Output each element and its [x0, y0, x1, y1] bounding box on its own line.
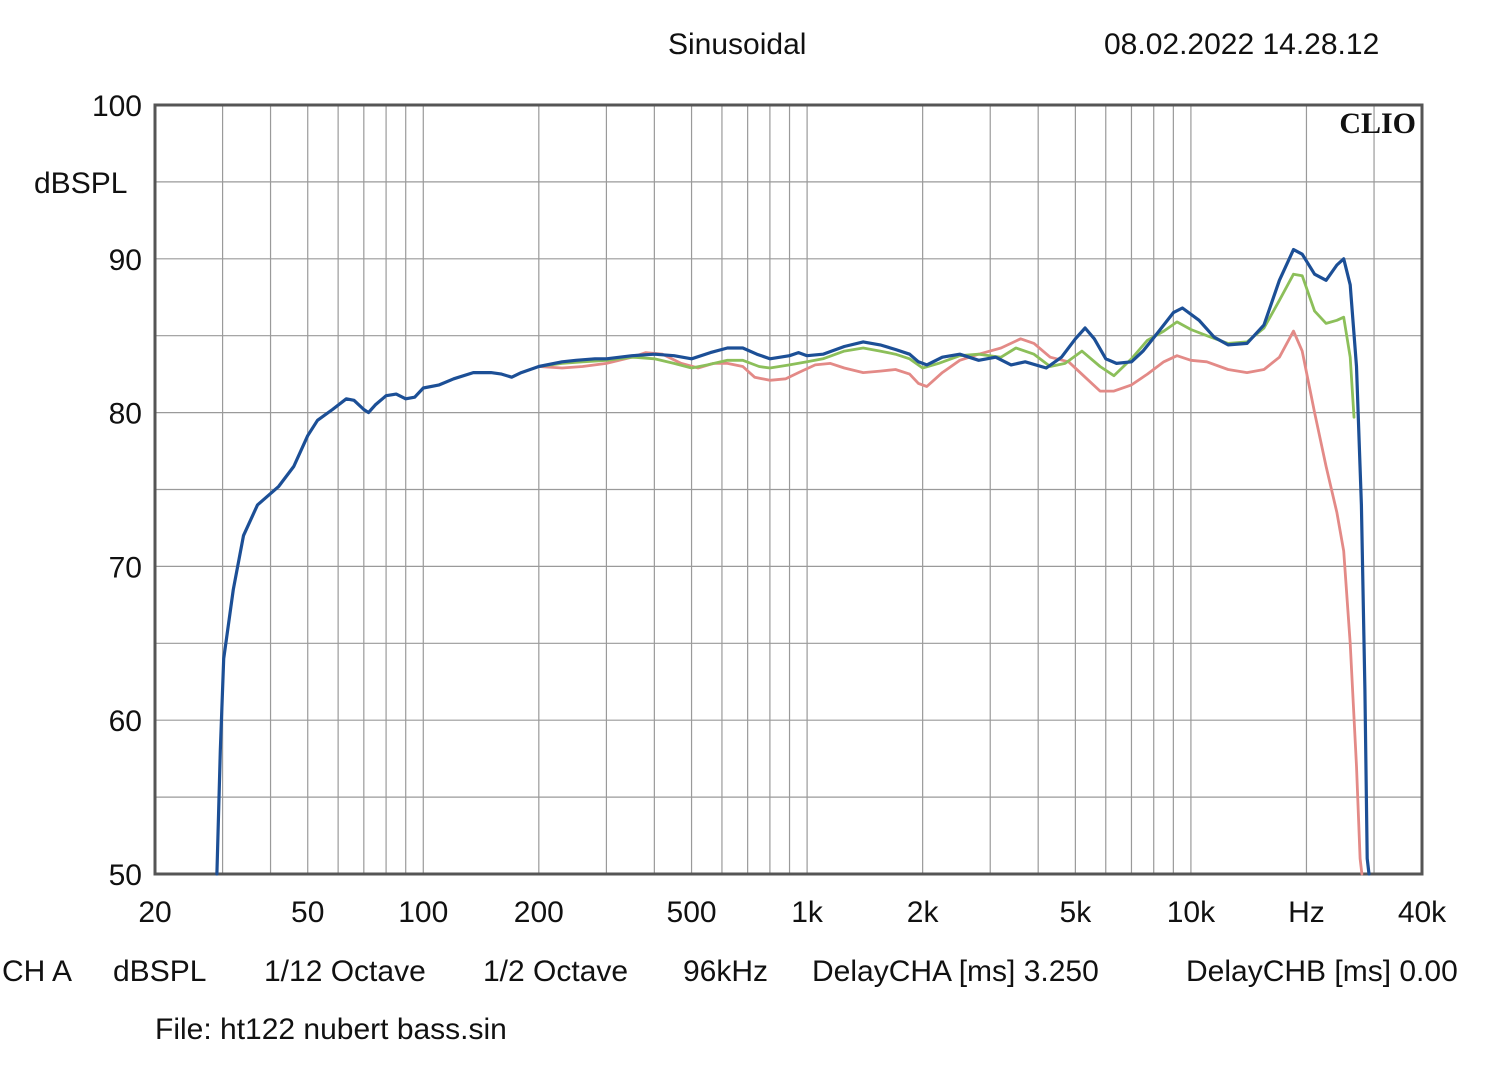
- file-name-label: File: ht122 nubert bass.sin: [155, 1013, 507, 1046]
- footer-setting-item: CH A: [2, 955, 73, 988]
- footer-setting-item: DelayCHB [ms] 0.00: [1186, 955, 1458, 988]
- response-curve-green: [537, 272, 1356, 419]
- response-curve-blue: [215, 248, 1371, 876]
- x-tick-label: 20: [138, 896, 171, 929]
- footer-setting-item: 1/12 Octave: [264, 955, 426, 988]
- clio-brand-logo: CLIO: [1339, 107, 1416, 140]
- y-tick-label: 70: [109, 551, 142, 584]
- plot-frame: [153, 103, 1424, 876]
- tick-layer: 20 50 100 200 500 1k 2k 5k 10k Hz 40k 100 90 80 70 60 50: [92, 90, 1447, 929]
- x-tick-label: 10k: [1167, 896, 1216, 929]
- x-tick-label: 200: [514, 896, 564, 929]
- sweep-mode-label: Sinusoidal: [668, 28, 807, 61]
- y-tick-label: 100: [92, 90, 142, 123]
- y-tick-label: 80: [109, 398, 142, 431]
- y-axis-unit-label: dBSPL: [34, 167, 127, 200]
- x-tick-label: 40k: [1398, 896, 1447, 929]
- footer-setting-item: DelayCHA [ms] 3.250: [812, 955, 1099, 988]
- footer-setting-item: 96kHz: [683, 955, 769, 988]
- y-tick-label: 90: [109, 244, 142, 277]
- y-tick-label: 50: [109, 859, 142, 892]
- x-tick-label: 2k: [907, 896, 940, 929]
- x-tick-label: 50: [291, 896, 324, 929]
- series-layer: [215, 248, 1371, 876]
- x-tick-label: 5k: [1060, 896, 1093, 929]
- x-tick-label: 500: [667, 896, 717, 929]
- footer-setting-item: 1/2 Octave: [483, 955, 629, 988]
- x-tick-label: 100: [398, 896, 448, 929]
- x-tick-label: 1k: [791, 896, 824, 929]
- footer-setting-item: dBSPL: [113, 955, 207, 988]
- x-tick-label: Hz: [1288, 896, 1325, 929]
- grid-layer: [155, 105, 1422, 874]
- timestamp-label: 08.02.2022 14.28.12: [1104, 28, 1380, 61]
- y-tick-label: 60: [109, 705, 142, 738]
